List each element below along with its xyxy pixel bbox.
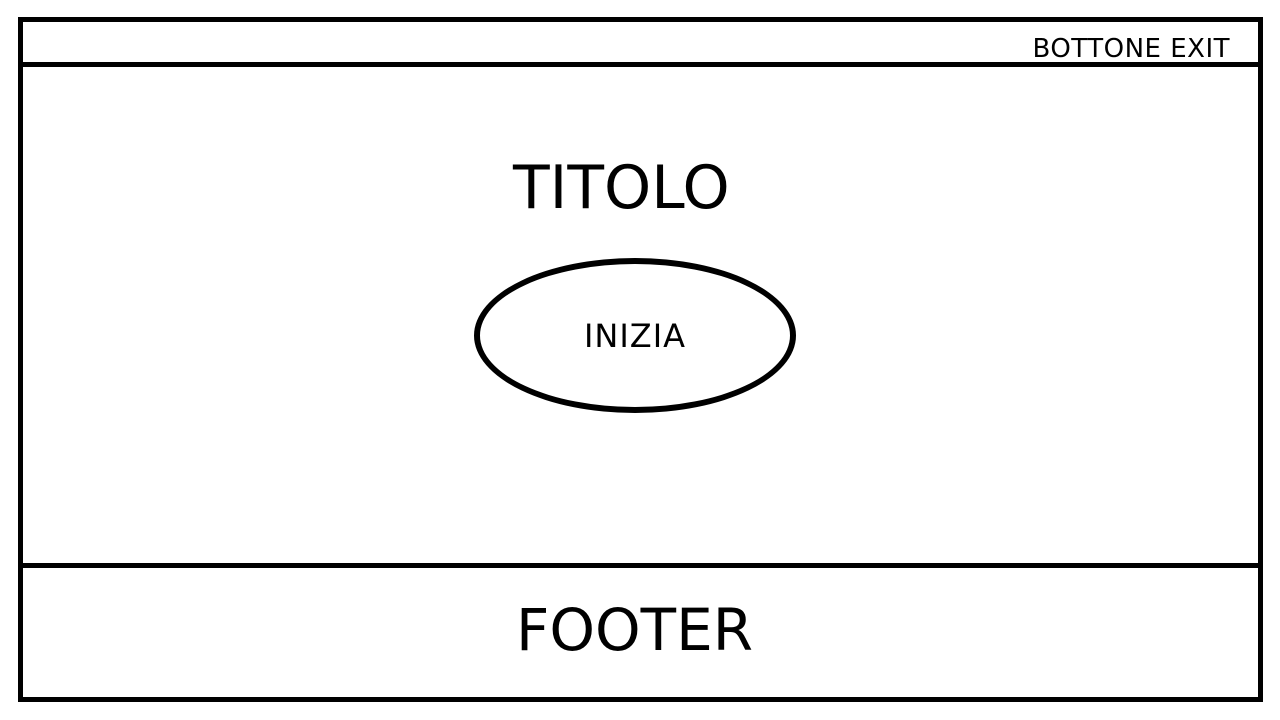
app-window: BOTTONE EXIT TITOLO INIZIA FOOTER — [18, 17, 1263, 702]
footer: FOOTER — [23, 563, 1258, 697]
page-title: TITOLO — [513, 153, 730, 223]
exit-button[interactable]: BOTTONE EXIT — [1032, 34, 1230, 64]
main-content: TITOLO INIZIA — [23, 67, 1258, 563]
start-button[interactable]: INIZIA — [474, 258, 796, 413]
footer-label: FOOTER — [516, 596, 754, 664]
start-button-label: INIZIA — [583, 316, 687, 355]
header-bar: BOTTONE EXIT — [23, 22, 1258, 67]
